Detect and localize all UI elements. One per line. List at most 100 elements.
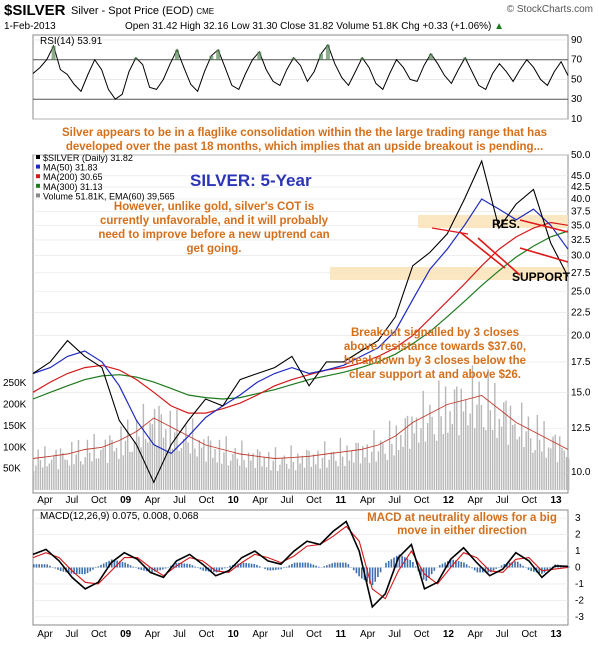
x-tick-label: Jul <box>496 629 509 640</box>
x-tick-label: Jul <box>388 629 401 640</box>
macd-histogram-bar <box>38 564 40 568</box>
volume-bar <box>426 423 429 490</box>
volume-bar <box>120 426 122 490</box>
exchange-text: CME <box>196 7 215 16</box>
macd-histogram-bar <box>296 562 299 568</box>
x-tick-label: Apr <box>360 495 376 506</box>
macd-histogram-bar <box>143 567 145 571</box>
volume-bar <box>520 402 523 490</box>
volume-bar <box>368 462 371 490</box>
volume-bar <box>438 380 440 490</box>
ohlc-text: Open 31.42 High 32.16 Low 31.30 Close 31… <box>125 21 492 32</box>
macd-tick-label: -2 <box>575 595 584 606</box>
annotation-cot: However, unlike gold, silver's COT is cu… <box>98 201 330 255</box>
volume-bar <box>465 399 467 490</box>
volume-bar <box>384 453 386 490</box>
volume-bar <box>238 465 241 490</box>
macd-histogram-bar <box>172 564 175 568</box>
macd-histogram-bar <box>266 567 269 571</box>
volume-bar <box>218 439 221 490</box>
volume-bar <box>160 414 162 490</box>
volume-bar <box>250 460 252 490</box>
volume-bar <box>203 439 205 490</box>
volume-bar <box>232 454 234 490</box>
legend-label: $SILVER (Daily) 31.82 <box>43 153 133 163</box>
volume-bar <box>529 438 532 490</box>
macd-histogram-bar <box>194 566 196 568</box>
volume-bar <box>48 463 51 490</box>
macd-histogram-bar <box>495 567 498 569</box>
volume-bar <box>198 440 201 490</box>
volume-bar <box>310 466 312 490</box>
macd-histogram-bar <box>127 563 129 568</box>
volume-bar <box>536 414 539 490</box>
volume-bar <box>429 404 431 490</box>
volume-bar <box>482 427 485 490</box>
macd-histogram-bar <box>121 561 124 568</box>
annotation-breakout: Breakout signalled by 3 closes above res… <box>343 327 527 381</box>
volume-bar <box>185 425 187 490</box>
change-up-icon: ▲ <box>494 21 505 32</box>
volume-bar <box>301 455 304 490</box>
rsi-overbought-fill <box>319 53 324 60</box>
volume-bar <box>397 450 400 490</box>
macd-histogram-bar <box>140 567 143 570</box>
x-tick-label: 12 <box>443 629 455 640</box>
volume-bar <box>55 449 57 490</box>
macd-histogram-bar <box>401 555 403 568</box>
volume-bar <box>568 458 570 490</box>
macd-histogram-bar <box>84 567 86 575</box>
x-tick-label: Oct <box>199 495 215 506</box>
x-tick-label: Apr <box>468 629 484 640</box>
macd-histogram-bar <box>326 565 328 568</box>
volume-bar <box>545 457 548 490</box>
macd-histogram-bar <box>67 567 70 574</box>
volume-bar <box>77 440 80 490</box>
macd-histogram-bar <box>420 567 422 576</box>
volume-bar <box>330 452 333 490</box>
macd-histogram-bar <box>438 565 441 568</box>
macd-histogram-bar <box>549 567 551 569</box>
volume-bar <box>200 447 203 490</box>
volume-bar <box>451 424 453 490</box>
macd-histogram-bar <box>49 565 51 568</box>
volume-bar <box>71 441 73 490</box>
volume-bar <box>512 424 514 490</box>
volume-bar <box>355 442 357 490</box>
x-tick-label: Apr <box>37 629 53 640</box>
volume-bar <box>100 449 102 490</box>
volume-bar <box>366 444 368 490</box>
macd-histogram-bar <box>285 566 288 568</box>
volume-bar <box>411 416 413 490</box>
macd-histogram-bar <box>132 566 135 568</box>
volume-bar <box>216 462 218 490</box>
volume-bar <box>456 386 458 490</box>
volume-bar <box>46 466 48 490</box>
volume-bar <box>505 400 507 490</box>
rsi-overbought-fill <box>291 57 296 60</box>
macd-tick-label: 3 <box>575 513 581 524</box>
volume-bar <box>386 459 389 490</box>
macd-histogram-bar <box>481 567 484 573</box>
volume-bar <box>523 447 525 490</box>
volume-bar <box>527 416 530 490</box>
macd-histogram-bar <box>307 562 309 568</box>
macd-histogram-bar <box>116 560 118 568</box>
legend-label: Volume 51.81K, EMA(60) 39,565 <box>43 191 175 201</box>
macd-histogram-bar <box>256 564 258 568</box>
macd-tick-label: 2 <box>575 530 581 541</box>
volume-bar <box>50 459 53 490</box>
macd-histogram-bar <box>293 562 296 568</box>
macd-histogram-bar <box>135 567 137 569</box>
macd-histogram-bar <box>393 557 395 568</box>
macd-histogram-bar <box>170 565 172 568</box>
volume-bar <box>135 420 138 490</box>
volume-bar <box>44 446 46 490</box>
volume-bar <box>487 369 489 490</box>
volume-bar <box>75 454 77 490</box>
volume-bar <box>207 436 210 490</box>
x-tick-label: Apr <box>468 495 484 506</box>
volume-bar <box>93 433 95 490</box>
support-band <box>330 267 568 280</box>
volume-bar <box>326 467 328 490</box>
